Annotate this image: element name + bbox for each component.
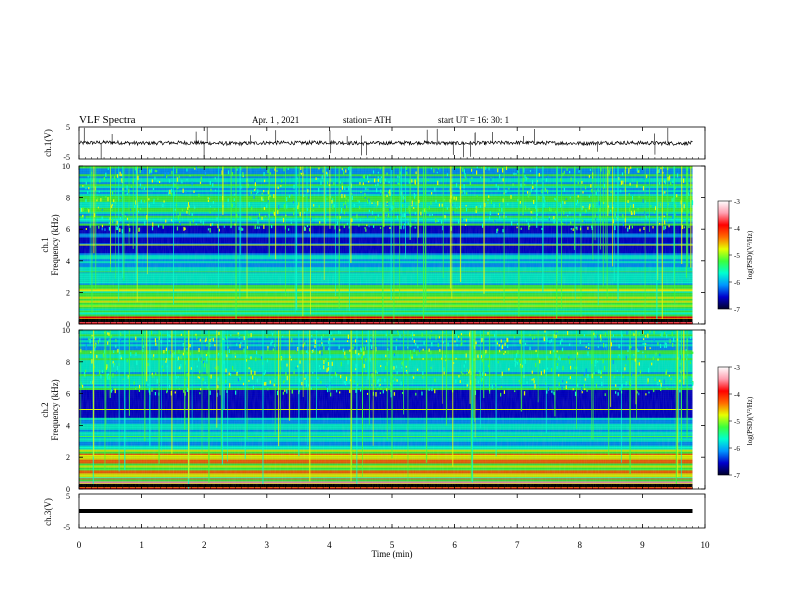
time-tick-label: 6: [452, 540, 457, 550]
frequency-tick-label: 0: [66, 320, 70, 329]
colorbar-tick-label: -6: [734, 279, 740, 287]
colorbar-label: log(PSD)(V²/Hz): [746, 396, 754, 445]
ch1-frequency-ticks: 0 2 4 6 8 10: [62, 162, 705, 329]
frequency-tick-label: 10: [62, 162, 70, 171]
time-tick-label: 4: [327, 540, 332, 550]
colorbar-gradient: [717, 200, 730, 310]
colorbar-tick-label: -6: [734, 445, 740, 453]
figure-title: VLF Spectra: [79, 114, 136, 126]
colorbar-tick-label: -4: [734, 225, 740, 233]
ch3-waveform-panel: 5 -5 ch.3(V): [43, 492, 706, 532]
spectrogram-speckle: [692, 351, 694, 354]
frequency-tick-label: 6: [66, 225, 70, 234]
ch1-spectrogram-panel: 0 2 4 6 8 10 ch.1 Frequency (kHz) -3 -4 -5 -6 -7 l…: [40, 162, 754, 329]
time-tick-label: 3: [265, 540, 270, 550]
time-axis: 0 1 2 3 4 5 6 7 8 9 10: [77, 127, 710, 550]
ch2-colorbar: -3 -4 -5 -6 -7 log(PSD)(V²/Hz): [717, 364, 754, 480]
ch2-frequency-label-line1: ch.2: [40, 402, 50, 417]
frequency-tick-label: 8: [66, 358, 70, 367]
colorbar-tick-label: -4: [734, 391, 740, 399]
ch2-spectrogram-image: [79, 330, 694, 490]
time-tick-label: 8: [578, 540, 583, 550]
ch1-series-line: [78, 139, 693, 147]
colorbar-tick-label: -3: [734, 364, 740, 372]
time-tick-label: 5: [390, 540, 395, 550]
ch1-frequency-label-line2: Frequency (kHz): [50, 214, 60, 275]
ch3-ytick-bottom: -5: [63, 523, 70, 532]
frequency-tick-label: 2: [66, 288, 70, 297]
ch1-spectrogram-image: [79, 166, 694, 325]
time-tick-label: 9: [640, 540, 645, 550]
frequency-tick-label: 4: [66, 421, 70, 430]
frequency-tick-label: 2: [66, 453, 70, 462]
time-tick-label: 7: [515, 540, 520, 550]
ch3-ylabel: ch.3(V): [43, 498, 53, 526]
frequency-tick-label: 6: [66, 390, 70, 399]
frequency-tick-label: 8: [66, 194, 70, 203]
ch1-trace: [78, 127, 693, 159]
ch2-frequency-label-line2: Frequency (kHz): [50, 379, 60, 440]
spectrogram-speckle: [692, 382, 694, 386]
time-tick-label: 2: [202, 540, 207, 550]
ch1-ytick-top: 5: [66, 123, 70, 132]
spectrogram-texture: [79, 166, 693, 324]
ch1-colorbar: -3 -4 -5 -6 -7 log(PSD)(V²/Hz): [717, 198, 754, 314]
time-tick-label: 10: [701, 540, 711, 550]
colorbar-tick-label: -7: [734, 472, 740, 480]
ch2-spectrogram-panel: 0 2 4 6 8 10 ch.2 Frequency (kHz) -3 -4 -5 -6 -7 l…: [40, 326, 754, 494]
ch2-frequency-ticks: 0 2 4 6 8 10: [62, 326, 705, 494]
spectrogram-texture: [79, 330, 693, 489]
colorbar-tick-label: -7: [734, 306, 740, 314]
colorbar-label: log(PSD)(V²/Hz): [746, 230, 754, 279]
time-tick-label: 1: [139, 540, 144, 550]
time-axis-label: Time (min): [372, 549, 413, 559]
station-label: station= ATH: [343, 115, 392, 125]
ch1-frequency-label-line1: ch.1: [40, 237, 50, 252]
frequency-tick-label: 4: [66, 257, 70, 266]
ch3-ytick-top: 5: [66, 492, 70, 501]
colorbar-tick-label: -5: [734, 252, 740, 260]
frequency-tick-label: 10: [62, 326, 70, 335]
time-tick-label: 0: [77, 540, 82, 550]
ch1-waveform-panel: 5 -5 ch.1(V): [43, 123, 706, 162]
ch1-ytick-bottom: -5: [63, 153, 70, 162]
frequency-tick-label: 0: [66, 485, 70, 494]
start-time-label: start UT = 16: 30: 1: [438, 115, 509, 125]
colorbar-gradient: [717, 366, 730, 476]
date-label: Apr. 1 , 2021: [252, 115, 299, 125]
colorbar-tick-label: -5: [734, 418, 740, 426]
colorbar-tick-label: -3: [734, 198, 740, 206]
ch1-ylabel: ch.1(V): [43, 129, 53, 157]
